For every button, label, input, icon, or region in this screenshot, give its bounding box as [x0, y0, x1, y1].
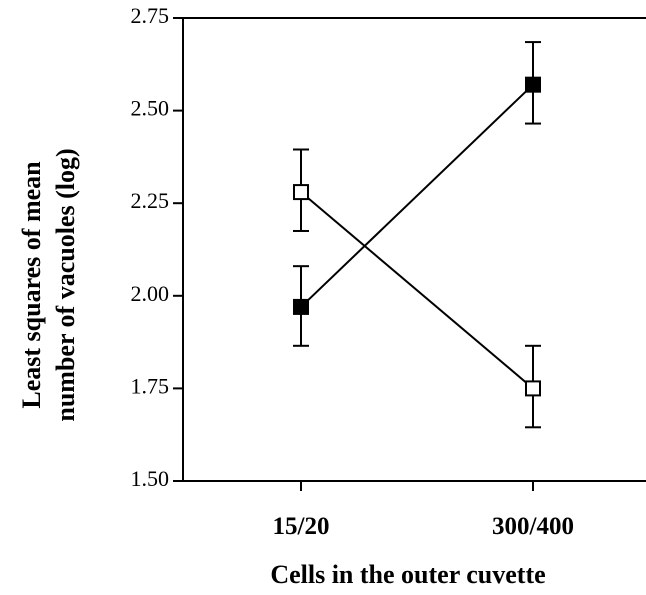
markers	[294, 78, 540, 396]
y-tick-label: 2.25	[131, 188, 170, 213]
series-2-filled-square-marker	[294, 300, 308, 314]
series-lines	[301, 85, 533, 389]
series-1-line	[301, 192, 533, 388]
x-ticks: 15/20 300/400	[273, 481, 574, 540]
y-tick-label: 2.50	[131, 96, 170, 121]
error-bars	[293, 42, 541, 427]
x-tick-label: 15/20	[273, 513, 330, 540]
series-1-open-square-marker	[526, 381, 540, 395]
y-tick-label: 1.75	[131, 373, 170, 398]
y-tick-label: 1.50	[131, 466, 170, 491]
y-axis-title-line-1: Least squares of mean	[17, 161, 46, 409]
y-tick-label: 2.00	[131, 281, 170, 306]
series-1-open-square-marker	[294, 185, 308, 199]
y-axis-title-line-2: number of vacuoles (log)	[51, 148, 80, 421]
series-2-line	[301, 85, 533, 307]
series-2-filled-square-marker	[526, 78, 540, 92]
y-ticks: 1.50 1.75 2.00 2.25 2.50 2.75	[131, 3, 184, 491]
x-tick-label: 300/400	[492, 513, 574, 540]
axes	[183, 18, 646, 481]
y-tick-label: 2.75	[131, 3, 170, 28]
x-axis-title: Cells in the outer cuvette	[270, 560, 545, 589]
